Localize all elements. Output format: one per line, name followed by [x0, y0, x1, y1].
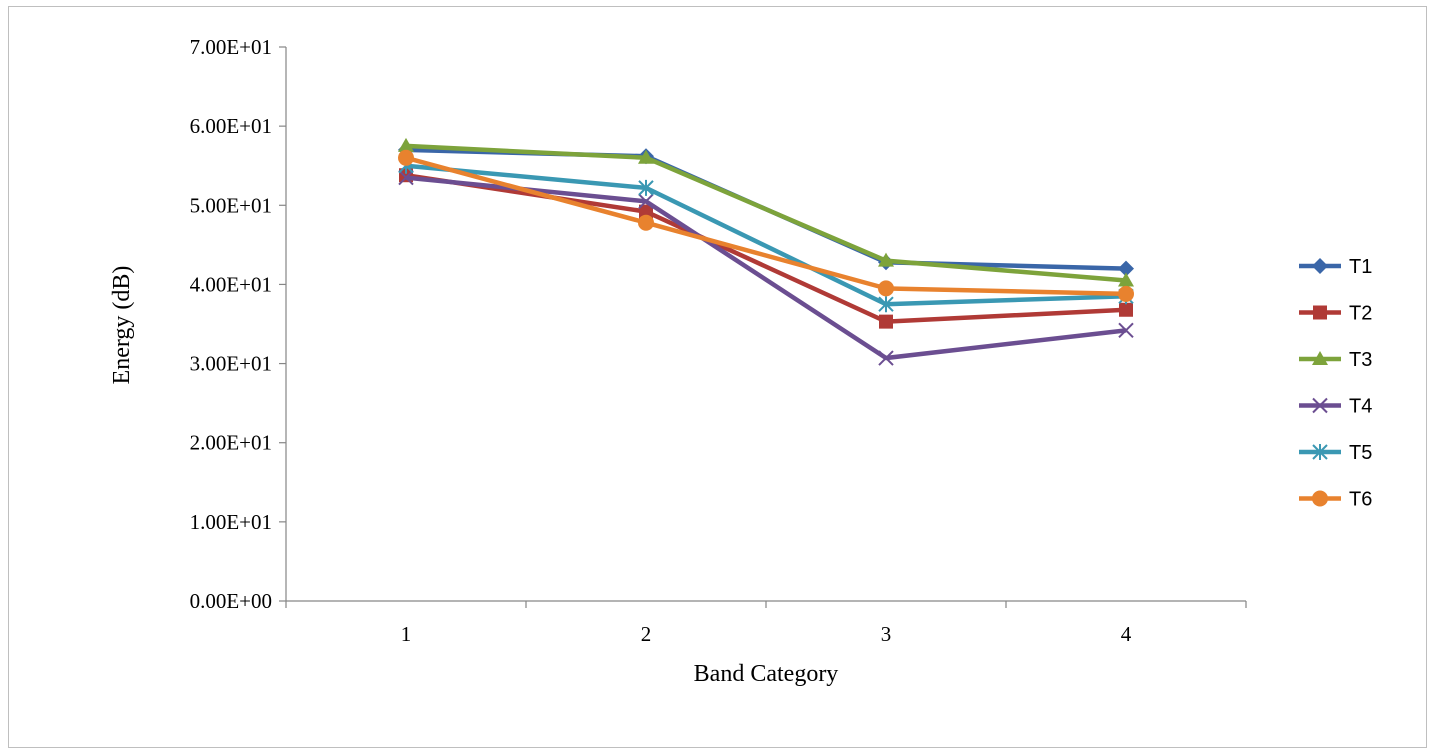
series-line — [405, 163, 1127, 307]
legend: T1 T2 T3 T4 T5 T6 — [1299, 256, 1372, 511]
x-tick-labels: 1 2 3 4 — [401, 622, 1132, 646]
x-axis-title: Band Category — [694, 661, 839, 687]
legend-label: T3 — [1349, 349, 1372, 371]
legend-item-t2: T2 — [1299, 303, 1372, 325]
legend-label: T1 — [1349, 256, 1372, 278]
data-point — [878, 252, 894, 267]
x-tick-label: 3 — [881, 622, 892, 646]
legend-item-t1: T1 — [1299, 256, 1372, 278]
y-tick-label: 4.00E+01 — [190, 272, 272, 296]
legend-label: T6 — [1349, 489, 1372, 511]
axes-layer — [279, 46, 1247, 608]
data-point — [1118, 285, 1134, 302]
series-layer — [398, 137, 1134, 366]
y-tick-label: 5.00E+01 — [190, 193, 272, 217]
legend-marker — [1312, 444, 1328, 460]
series-t5 — [398, 157, 1134, 313]
data-point — [639, 204, 653, 219]
series-t6 — [398, 149, 1134, 302]
data-point — [638, 149, 654, 164]
data-point — [879, 314, 893, 329]
y-tick-label: 6.00E+01 — [190, 114, 272, 138]
x-tick-label: 4 — [1121, 622, 1132, 646]
series-line — [405, 155, 1127, 297]
legend-marker — [1312, 397, 1328, 414]
legend-item-t3: T3 — [1299, 349, 1372, 371]
data-point — [638, 179, 654, 196]
data-point — [1118, 272, 1134, 287]
series-line — [405, 143, 1127, 283]
legend-item-t4: T4 — [1299, 396, 1372, 418]
y-tick-label: 2.00E+01 — [190, 431, 272, 455]
legend-item-t6: T6 — [1299, 489, 1372, 511]
data-point — [1119, 302, 1133, 317]
data-point — [398, 137, 414, 152]
data-point — [878, 280, 894, 297]
data-point — [878, 350, 894, 366]
legend-label: T5 — [1349, 442, 1372, 464]
chart-frame: 0.00E+00 1.00E+01 2.00E+01 3.00E+01 4.00E+01… — [8, 6, 1427, 748]
legend-marker — [1313, 305, 1327, 320]
y-tick-label: 1.00E+01 — [190, 510, 272, 534]
data-point — [878, 296, 894, 313]
y-tick-label: 3.00E+01 — [190, 352, 272, 376]
series-t3 — [398, 137, 1134, 287]
legend-item-t5: T5 — [1299, 442, 1372, 464]
y-axis-title: Energy (dB) — [109, 266, 135, 385]
data-point — [1118, 322, 1134, 339]
legend-label: T2 — [1349, 303, 1372, 325]
line-chart: 0.00E+00 1.00E+01 2.00E+01 3.00E+01 4.00E+01… — [109, 35, 1372, 687]
data-point — [398, 149, 414, 166]
data-point — [638, 214, 654, 231]
x-tick-label: 2 — [641, 622, 652, 646]
legend-marker — [1312, 258, 1328, 274]
data-point — [638, 193, 654, 210]
y-tick-labels: 0.00E+00 1.00E+01 2.00E+01 3.00E+01 4.00E+01… — [190, 35, 272, 613]
legend-label: T4 — [1349, 396, 1372, 418]
data-point — [398, 169, 414, 186]
series-line — [405, 172, 1127, 324]
y-tick-label: 7.00E+01 — [190, 35, 272, 59]
legend-marker — [1312, 351, 1328, 365]
y-tick-label: 0.00E+00 — [190, 589, 272, 613]
legend-marker — [1312, 490, 1328, 507]
x-tick-label: 1 — [401, 622, 412, 646]
data-point — [1118, 260, 1134, 277]
